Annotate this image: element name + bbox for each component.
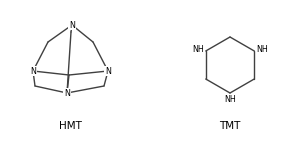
Text: HMT: HMT — [59, 121, 81, 131]
Text: NH: NH — [192, 45, 204, 54]
Text: NH: NH — [256, 45, 268, 54]
Text: TMT: TMT — [219, 121, 241, 131]
Text: N: N — [105, 66, 111, 76]
Text: NH: NH — [224, 95, 236, 104]
Text: N: N — [64, 89, 70, 98]
Text: N: N — [30, 66, 36, 76]
Text: N: N — [69, 20, 75, 29]
